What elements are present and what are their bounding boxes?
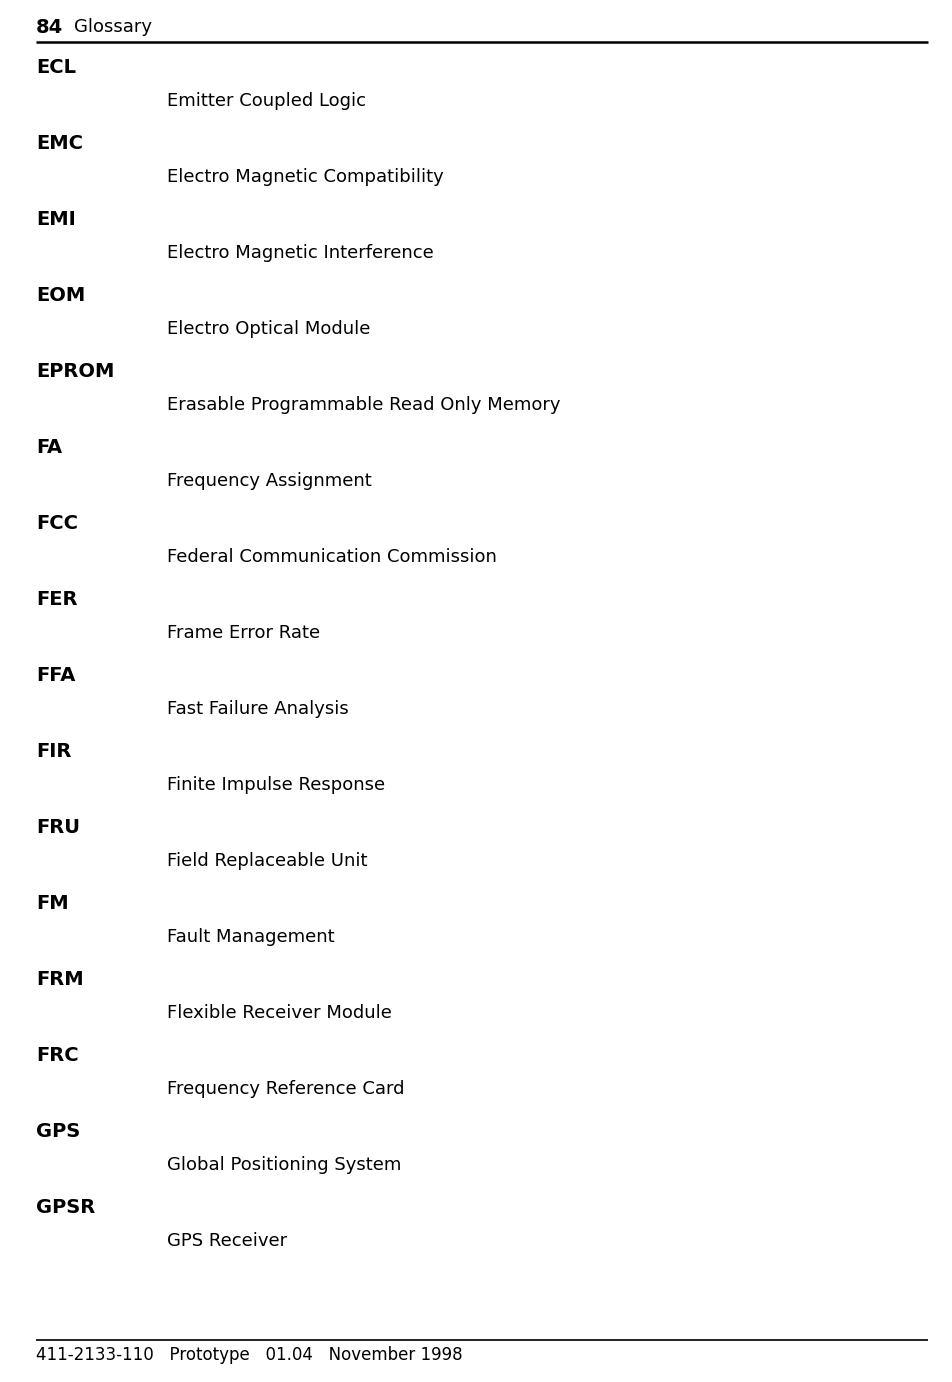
Text: Glossary: Glossary <box>74 18 152 36</box>
Text: Finite Impulse Response: Finite Impulse Response <box>167 777 385 795</box>
Text: Fast Failure Analysis: Fast Failure Analysis <box>167 701 348 719</box>
Text: 411-2133-110   Prototype   01.04   November 1998: 411-2133-110 Prototype 01.04 November 19… <box>36 1346 463 1364</box>
Text: FRU: FRU <box>36 818 80 837</box>
Text: Electro Magnetic Compatibility: Electro Magnetic Compatibility <box>167 169 444 187</box>
Text: FRC: FRC <box>36 1046 79 1066</box>
Text: Federal Communication Commission: Federal Communication Commission <box>167 549 497 567</box>
Text: FCC: FCC <box>36 514 78 533</box>
Text: Electro Optical Module: Electro Optical Module <box>167 321 370 339</box>
Text: FA: FA <box>36 438 62 457</box>
Text: 84: 84 <box>36 18 64 37</box>
Text: ECL: ECL <box>36 58 76 77</box>
Text: FFA: FFA <box>36 666 75 685</box>
Text: FM: FM <box>36 894 69 914</box>
Text: EOM: EOM <box>36 286 86 305</box>
Text: EPROM: EPROM <box>36 362 114 381</box>
Text: Field Replaceable Unit: Field Replaceable Unit <box>167 853 367 871</box>
Text: Emitter Coupled Logic: Emitter Coupled Logic <box>167 93 366 111</box>
Text: FIR: FIR <box>36 742 71 761</box>
Text: FRM: FRM <box>36 970 84 990</box>
Text: GPS: GPS <box>36 1122 80 1142</box>
Text: Flexible Receiver Module: Flexible Receiver Module <box>167 1005 391 1023</box>
Text: GPS Receiver: GPS Receiver <box>167 1233 287 1251</box>
Text: FER: FER <box>36 590 78 609</box>
Text: GPSR: GPSR <box>36 1198 95 1218</box>
Text: Frequency Assignment: Frequency Assignment <box>167 473 371 491</box>
Text: Frame Error Rate: Frame Error Rate <box>167 625 320 643</box>
Text: Fault Management: Fault Management <box>167 929 334 947</box>
Text: EMI: EMI <box>36 210 76 229</box>
Text: Electro Magnetic Interference: Electro Magnetic Interference <box>167 245 433 263</box>
Text: Erasable Programmable Read Only Memory: Erasable Programmable Read Only Memory <box>167 397 560 415</box>
Text: Global Positioning System: Global Positioning System <box>167 1157 401 1175</box>
Text: Frequency Reference Card: Frequency Reference Card <box>167 1081 404 1099</box>
Text: EMC: EMC <box>36 134 83 153</box>
